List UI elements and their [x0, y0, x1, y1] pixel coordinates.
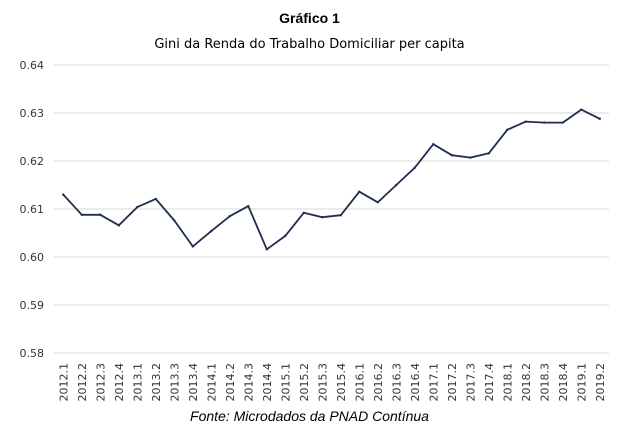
- y-tick-label: 0.61: [20, 203, 45, 216]
- data-points: [62, 108, 601, 251]
- data-point: [598, 117, 601, 120]
- x-tick-label: 2015.4: [335, 363, 348, 402]
- data-point: [173, 219, 176, 222]
- data-point: [543, 121, 546, 124]
- y-tick-label: 0.58: [20, 347, 45, 360]
- x-tick-label: 2018.1: [501, 363, 514, 402]
- x-tick-label: 2017.1: [427, 363, 440, 402]
- chart-source: Fonte: Microdados da PNAD Contínua: [190, 408, 429, 424]
- data-point: [580, 108, 583, 111]
- x-tick-label: 2016.4: [409, 363, 422, 402]
- x-tick-label: 2013.3: [168, 363, 181, 402]
- x-tick-label: 2017.3: [464, 363, 477, 402]
- data-point: [358, 190, 361, 193]
- x-tick-label: 2014.4: [261, 363, 274, 402]
- data-point: [432, 143, 435, 146]
- x-tick-label: 2015.3: [316, 363, 329, 402]
- data-point: [469, 156, 472, 159]
- data-point: [80, 213, 83, 216]
- x-tick-label: 2015.2: [298, 363, 311, 402]
- x-tick-label: 2018.4: [557, 363, 570, 402]
- x-tick-label: 2018.3: [538, 363, 551, 402]
- data-point: [506, 128, 509, 131]
- y-axis-ticks: 0.58 0.59 0.60 0.61 0.62 0.63 0.64: [20, 59, 45, 360]
- data-point: [117, 224, 120, 227]
- x-tick-label: 2016.3: [390, 363, 403, 402]
- data-point: [339, 214, 342, 217]
- data-point: [228, 215, 231, 218]
- data-point: [302, 211, 305, 215]
- x-tick-label: 2013.2: [150, 363, 163, 402]
- x-tick-label: 2016.1: [353, 363, 366, 402]
- x-tick-label: 2012.1: [57, 363, 70, 402]
- data-point: [62, 193, 65, 196]
- x-tick-label: 2019.2: [594, 363, 607, 402]
- data-point: [265, 248, 268, 251]
- x-tick-label: 2015.1: [279, 363, 292, 402]
- x-tick-label: 2012.4: [113, 363, 126, 402]
- x-tick-label: 2014.3: [242, 363, 255, 402]
- gridlines: [54, 64, 609, 354]
- data-point: [413, 166, 416, 169]
- x-tick-label: 2014.2: [224, 363, 237, 402]
- data-point: [191, 245, 194, 248]
- y-tick-label: 0.64: [20, 59, 45, 72]
- y-tick-label: 0.62: [20, 155, 45, 168]
- data-point: [321, 215, 324, 219]
- chart-title: Gini da Renda do Trabalho Domiciliar per…: [154, 37, 465, 52]
- data-point: [395, 183, 398, 187]
- x-tick-label: 2012.2: [76, 363, 89, 402]
- data-point: [99, 213, 102, 216]
- data-point: [376, 201, 379, 204]
- x-tick-label: 2018.2: [520, 363, 533, 402]
- x-tick-label: 2017.2: [446, 363, 459, 402]
- data-point: [561, 121, 564, 124]
- figure-heading: Gráfico 1: [279, 10, 340, 26]
- data-point: [210, 229, 213, 233]
- data-point: [524, 120, 527, 123]
- x-tick-label: 2014.1: [205, 363, 218, 402]
- data-point: [247, 204, 250, 208]
- data-point: [136, 205, 139, 209]
- data-point: [450, 154, 453, 157]
- series-line: [62, 108, 601, 251]
- data-point: [284, 234, 287, 238]
- y-tick-label: 0.60: [20, 251, 45, 264]
- x-tick-label: 2012.3: [94, 363, 107, 402]
- x-tick-label: 2019.1: [575, 363, 588, 402]
- x-tick-label: 2017.4: [483, 363, 496, 402]
- x-axis-ticks: 2012.1 2012.2 2012.3 2012.4 2013.1 2013.2 2013…: [57, 363, 607, 402]
- y-tick-label: 0.63: [20, 107, 45, 120]
- data-point: [154, 197, 157, 201]
- x-tick-label: 2013.4: [187, 363, 200, 402]
- data-point: [487, 152, 490, 155]
- x-tick-label: 2016.2: [372, 363, 385, 402]
- y-tick-label: 0.59: [20, 299, 45, 312]
- x-tick-label: 2013.1: [131, 363, 144, 402]
